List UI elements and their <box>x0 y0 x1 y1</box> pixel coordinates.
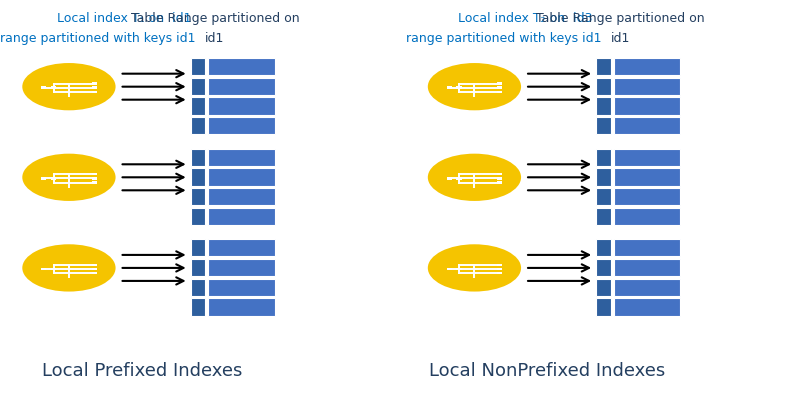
Text: id1: id1 <box>611 32 630 45</box>
FancyBboxPatch shape <box>497 91 502 93</box>
Ellipse shape <box>428 63 521 110</box>
Bar <box>596 149 611 166</box>
Bar <box>614 279 680 296</box>
Ellipse shape <box>23 154 115 201</box>
FancyBboxPatch shape <box>51 86 56 89</box>
Bar <box>208 259 275 276</box>
FancyBboxPatch shape <box>497 264 502 266</box>
Bar <box>596 78 611 95</box>
FancyBboxPatch shape <box>447 268 452 270</box>
Bar <box>191 259 205 276</box>
FancyBboxPatch shape <box>92 82 97 85</box>
Bar <box>596 58 611 75</box>
Text: id1: id1 <box>205 32 225 45</box>
FancyBboxPatch shape <box>497 177 502 180</box>
Text: Local index T₂ on  id3: Local index T₂ on id3 <box>458 12 593 25</box>
Ellipse shape <box>428 154 521 201</box>
Bar <box>614 259 680 276</box>
Bar <box>208 58 275 75</box>
FancyBboxPatch shape <box>41 268 46 270</box>
Bar <box>208 279 275 296</box>
Bar <box>596 259 611 276</box>
Ellipse shape <box>428 244 521 292</box>
FancyBboxPatch shape <box>92 173 97 175</box>
Bar <box>191 279 205 296</box>
Bar <box>208 168 275 186</box>
FancyBboxPatch shape <box>92 177 97 180</box>
Bar <box>191 58 205 75</box>
Bar <box>614 58 680 75</box>
Text: Local NonPrefixed Indexes: Local NonPrefixed Indexes <box>429 362 666 381</box>
FancyBboxPatch shape <box>92 268 97 270</box>
Bar <box>614 97 680 115</box>
FancyBboxPatch shape <box>51 268 56 270</box>
Bar <box>191 78 205 95</box>
FancyBboxPatch shape <box>92 181 97 184</box>
Bar <box>208 117 275 134</box>
FancyBboxPatch shape <box>447 86 452 89</box>
FancyBboxPatch shape <box>497 181 502 184</box>
Bar <box>191 168 205 186</box>
Bar <box>596 208 611 225</box>
Bar <box>596 279 611 296</box>
FancyBboxPatch shape <box>92 264 97 266</box>
Ellipse shape <box>23 63 115 110</box>
Bar <box>614 149 680 166</box>
Bar <box>208 188 275 205</box>
Bar <box>191 149 205 166</box>
Bar <box>614 298 680 316</box>
Bar <box>614 117 680 134</box>
FancyBboxPatch shape <box>497 82 502 85</box>
Bar <box>614 188 680 205</box>
FancyBboxPatch shape <box>457 86 461 89</box>
Text: Local Prefixed Indexes: Local Prefixed Indexes <box>41 362 242 381</box>
Bar <box>614 239 680 256</box>
Bar <box>614 208 680 225</box>
Ellipse shape <box>23 244 115 292</box>
FancyBboxPatch shape <box>497 173 502 175</box>
Text: range partitioned with keys id1: range partitioned with keys id1 <box>406 32 601 45</box>
Bar <box>208 149 275 166</box>
FancyBboxPatch shape <box>41 86 46 89</box>
FancyBboxPatch shape <box>497 272 502 274</box>
Bar <box>208 239 275 256</box>
FancyBboxPatch shape <box>447 177 452 180</box>
Bar <box>596 97 611 115</box>
Bar <box>191 188 205 205</box>
Bar <box>614 78 680 95</box>
Bar <box>596 117 611 134</box>
Text: range partitioned with keys id1: range partitioned with keys id1 <box>0 32 195 45</box>
Bar <box>614 168 680 186</box>
FancyBboxPatch shape <box>497 86 502 89</box>
Bar <box>191 208 205 225</box>
FancyBboxPatch shape <box>51 177 56 180</box>
Bar <box>191 239 205 256</box>
Bar <box>596 188 611 205</box>
Text: Table Range partitioned on: Table Range partitioned on <box>131 12 299 25</box>
Text: Table Range partitioned on: Table Range partitioned on <box>536 12 705 25</box>
Bar <box>208 97 275 115</box>
FancyBboxPatch shape <box>92 86 97 89</box>
Bar <box>596 239 611 256</box>
Bar <box>208 298 275 316</box>
Bar <box>596 298 611 316</box>
FancyBboxPatch shape <box>457 177 461 180</box>
Bar <box>191 117 205 134</box>
FancyBboxPatch shape <box>92 272 97 274</box>
Bar <box>191 97 205 115</box>
Bar <box>596 168 611 186</box>
Text: Local index T₁ on  id1: Local index T₁ on id1 <box>57 12 191 25</box>
FancyBboxPatch shape <box>457 268 461 270</box>
FancyBboxPatch shape <box>92 91 97 93</box>
Bar <box>191 298 205 316</box>
FancyBboxPatch shape <box>497 268 502 270</box>
FancyBboxPatch shape <box>41 177 46 180</box>
Bar <box>208 208 275 225</box>
Bar <box>208 78 275 95</box>
